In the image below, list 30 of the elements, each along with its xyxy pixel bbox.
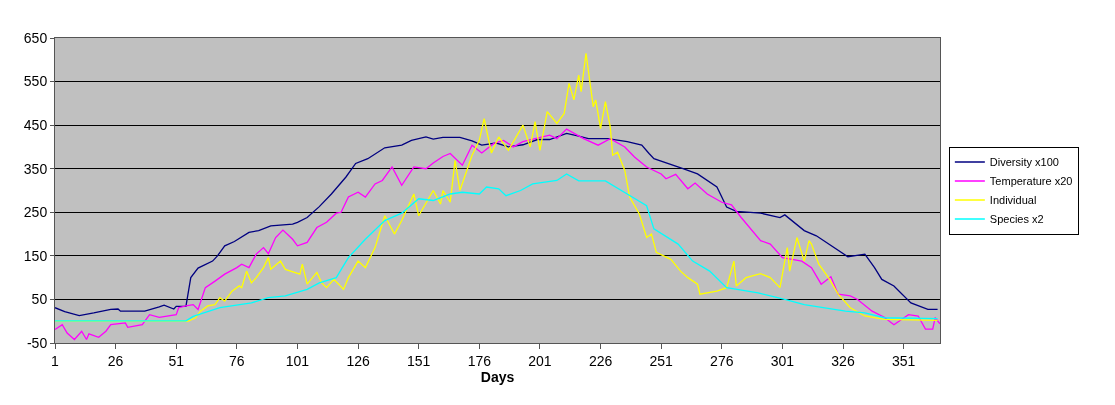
- x-tick-label: 76: [229, 352, 245, 369]
- x-tick-label: 126: [346, 352, 370, 369]
- y-tick-label: 50: [31, 291, 48, 308]
- y-tick-label: 250: [23, 204, 48, 221]
- x-tick-label: 151: [407, 352, 431, 369]
- y-tick-label: 150: [23, 247, 48, 264]
- x-axis-title: Days: [480, 368, 515, 385]
- x-tick-label: 26: [107, 352, 124, 369]
- line-series: [55, 173, 939, 322]
- x-tick-label: 51: [168, 352, 185, 369]
- x-tick-label: 176: [467, 352, 492, 369]
- y-tick-label: -50: [26, 334, 48, 351]
- legend-label: Individual: [989, 194, 1037, 207]
- x-tick-label: 276: [710, 352, 734, 369]
- x-tick-label: 301: [770, 352, 795, 369]
- legend-label: Temperature x20: [989, 175, 1073, 188]
- y-tick-label: 650: [23, 29, 48, 46]
- legend-label: Species x2: [989, 213, 1044, 226]
- legend-label: Diversity x100: [989, 156, 1059, 169]
- x-tick-label: 101: [285, 352, 310, 369]
- x-tick-label: 201: [528, 352, 552, 369]
- y-tick-label: 350: [23, 160, 48, 177]
- x-tick-label: 326: [831, 352, 855, 369]
- line-series: [55, 52, 939, 322]
- y-tick-label: 450: [23, 117, 48, 134]
- y-tick-label: 550: [23, 73, 48, 90]
- x-tick-label: 1: [51, 352, 60, 369]
- x-tick-label: 251: [649, 352, 674, 369]
- x-tick-label: 351: [891, 352, 916, 369]
- x-tick-label: 226: [588, 352, 613, 369]
